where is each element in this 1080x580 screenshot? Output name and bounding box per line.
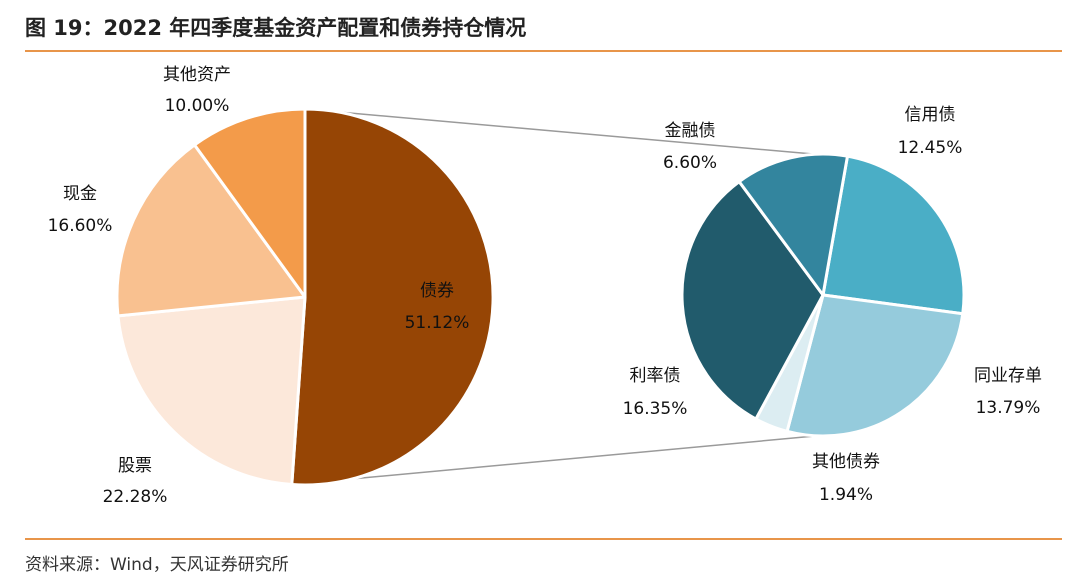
label-other-bonds-name: 其他债券 bbox=[812, 452, 880, 472]
connector-line-bottom bbox=[291, 435, 816, 486]
asset-allocation-pie bbox=[115, 107, 495, 487]
label-rate-bond-name: 利率债 bbox=[630, 366, 681, 386]
label-financial-bond-pct: 6.60% bbox=[663, 153, 717, 173]
bond-slice-利率债 bbox=[680, 180, 825, 421]
label-bonds-name: 债券 bbox=[420, 281, 454, 301]
bottom-rule bbox=[25, 538, 1062, 540]
label-other-assets-name: 其他资产 bbox=[163, 65, 231, 85]
label-other-bonds-pct: 1.94% bbox=[819, 485, 873, 505]
label-rate-bond-pct: 16.35% bbox=[623, 399, 688, 419]
asset-slice-债券 bbox=[290, 107, 495, 487]
chart-title: 图 19：2022 年四季度基金资产配置和债券持仓情况 bbox=[25, 16, 527, 40]
label-other-assets-pct: 10.00% bbox=[165, 96, 230, 116]
label-stocks-name: 股票 bbox=[118, 456, 152, 476]
label-stocks-pct: 22.28% bbox=[103, 487, 168, 507]
asset-slice-其他资产 bbox=[193, 107, 307, 299]
bond-slice-同业存单 bbox=[785, 293, 965, 438]
label-bonds-pct: 51.12% bbox=[405, 313, 470, 333]
asset-slice-现金 bbox=[115, 143, 307, 318]
label-financial-bond-name: 金融债 bbox=[665, 121, 716, 141]
label-credit-bond-pct: 12.45% bbox=[898, 138, 963, 158]
asset-slice-股票 bbox=[116, 295, 307, 487]
label-credit-bond-name: 信用债 bbox=[905, 105, 956, 125]
connector-line-top bbox=[304, 108, 814, 155]
bond-slice-信用债 bbox=[821, 154, 966, 316]
top-rule bbox=[25, 50, 1062, 52]
label-cash-pct: 16.60% bbox=[48, 216, 113, 236]
label-ncd-name: 同业存单 bbox=[974, 366, 1042, 386]
bond-holdings-pie bbox=[680, 152, 966, 438]
label-ncd-pct: 13.79% bbox=[976, 398, 1041, 418]
bond-slice-金融债 bbox=[737, 152, 849, 297]
label-cash-name: 现金 bbox=[63, 184, 97, 204]
source-note: 资料来源：Wind，天风证券研究所 bbox=[25, 555, 289, 575]
